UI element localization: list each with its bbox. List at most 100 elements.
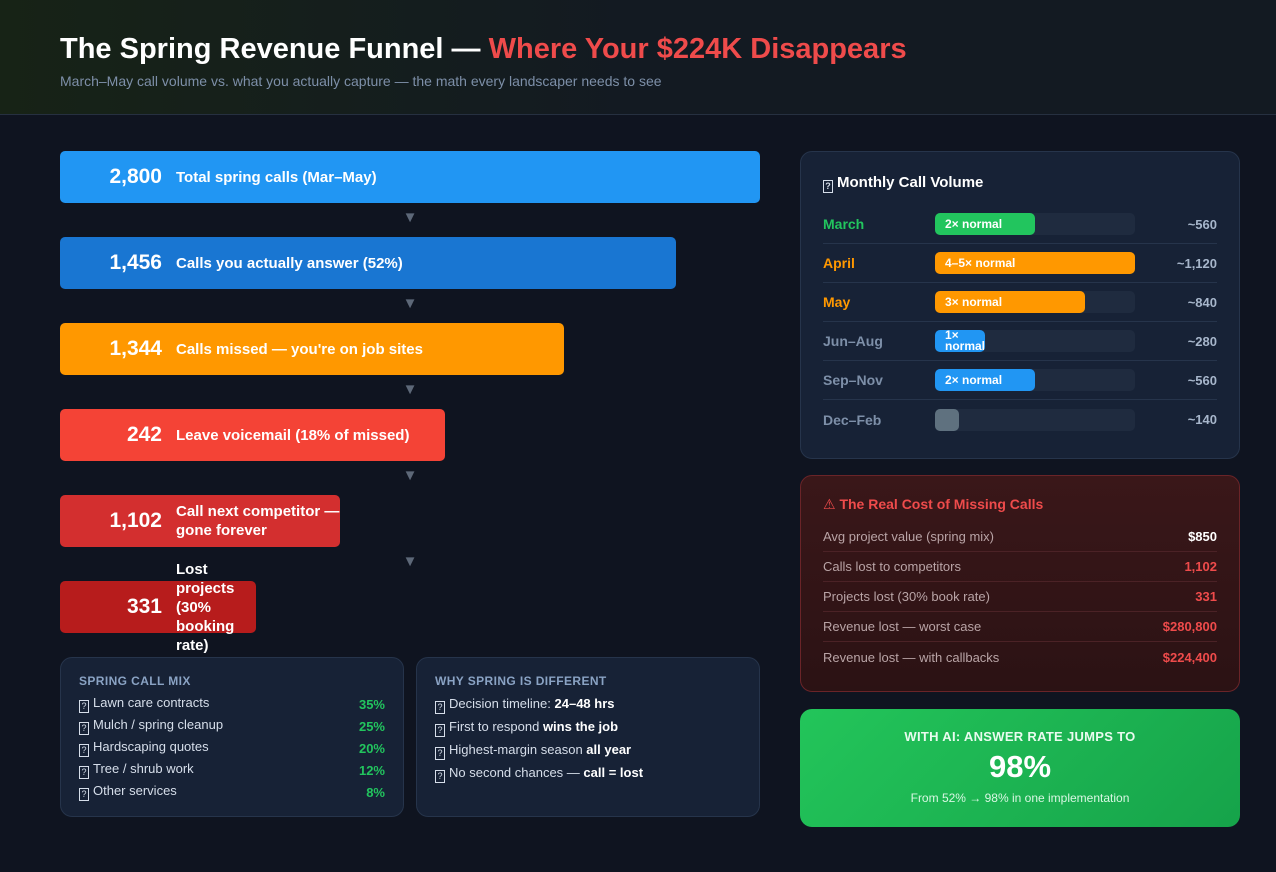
monthly-row: May 3× normal ~840	[823, 283, 1217, 322]
cost-label: Avg project value (spring mix)	[823, 529, 994, 544]
funnel-stage-label: Call next competitor — gone forever	[176, 503, 340, 539]
monthly-bar-track: 3× normal	[935, 291, 1135, 313]
monthly-value: ~1,120	[1176, 255, 1217, 271]
funnel-arrow-icon: ▼	[402, 209, 418, 226]
funnel-stage-value: 1,102	[109, 509, 162, 532]
funnel-stage-label: Calls missed — you're on job sites	[176, 340, 423, 358]
ai-answer-rate-card: WITH AI: ANSWER RATE JUMPS TO 98% From 5…	[800, 709, 1240, 827]
funnel-stage-label: Leave voicemail (18% of missed)	[176, 426, 410, 444]
cost-row: Revenue lost — worst case $280,800	[823, 612, 1217, 642]
monthly-bar-fill: 4–5× normal	[935, 252, 1135, 274]
spring-mix-label: Other services	[93, 783, 177, 798]
cost-value: $224,400	[1162, 649, 1217, 665]
cost-value: $850	[1188, 529, 1217, 544]
spring-call-mix-title: SPRING CALL MIX	[79, 674, 191, 688]
monthly-value: ~560	[1187, 372, 1217, 388]
why-spring-text: First to respond	[449, 718, 543, 734]
monthly-row: Sep–Nov 2× normal ~560	[823, 361, 1217, 400]
why-spring-bold: all year	[586, 741, 632, 757]
funnel-stage: 1,456 Calls you actually answer (52%)	[60, 237, 676, 289]
monthly-bar-track: 2× normal	[935, 369, 1135, 391]
spring-mix-pct: 20%	[358, 740, 385, 756]
funnel-stage: 1,344 Calls missed — you're on job sites	[60, 323, 564, 375]
title-accent: Where Your $224K Disappears	[488, 33, 907, 65]
spring-mix-label: Mulch / spring cleanup	[93, 717, 224, 732]
monthly-value: ~840	[1187, 294, 1217, 310]
cost-label: Projects lost (30% book rate)	[823, 589, 990, 604]
why-spring-panel: WHY SPRING IS DIFFERENT ? Decision timeli…	[416, 657, 760, 817]
monthly-bar-track: 2× normal	[935, 213, 1135, 235]
warning-icon: ⚠	[823, 496, 836, 512]
spring-mix-row: ? Other services 8%	[79, 781, 385, 803]
cost-label: Calls lost to competitors	[823, 559, 961, 574]
cost-row: Avg project value (spring mix) $850	[823, 522, 1217, 552]
monthly-period: Dec–Feb	[823, 411, 882, 428]
ai-value: 98%	[988, 749, 1052, 784]
spring-mix-row: ? Mulch / spring cleanup 25%	[79, 715, 385, 737]
ai-title: WITH AI: ANSWER RATE JUMPS TO	[904, 729, 1136, 744]
cost-value: $280,800	[1162, 619, 1217, 634]
monthly-bar-fill: 2× normal	[935, 213, 1035, 235]
service-icon: ?	[79, 744, 89, 757]
spring-mix-row: ? Lawn care contracts 35%	[79, 693, 385, 715]
why-spring-title: WHY SPRING IS DIFFERENT	[435, 674, 607, 688]
cost-value: 1,102	[1184, 559, 1217, 574]
funnel-stage-label: Total spring calls (Mar–May)	[176, 168, 377, 186]
why-spring-text: Highest-margin season	[449, 741, 587, 757]
funnel-stage-value: 331	[126, 595, 162, 618]
monthly-bar-fill: 2× normal	[935, 369, 1035, 391]
funnel-stage-label: Calls you actually answer (52%)	[176, 254, 403, 272]
why-spring-bold: 24–48 hrs	[554, 695, 615, 711]
monthly-bar-fill	[935, 408, 959, 431]
monthly-period: Sep–Nov	[823, 372, 883, 388]
cost-title: ⚠ The Real Cost of Missing Calls	[823, 496, 1044, 512]
funnel-stage-value: 1,456	[109, 251, 162, 274]
funnel-stage-value: 2,800	[109, 165, 162, 188]
funnel-stage-label: Lost projects (30% booking rate)	[176, 560, 235, 654]
spring-mix-pct: 12%	[358, 762, 385, 778]
spring-mix-label: Hardscaping quotes	[93, 739, 209, 754]
cost-value: 331	[1195, 589, 1217, 604]
spring-mix-pct: 35%	[358, 696, 385, 712]
cost-panel: ⚠ The Real Cost of Missing Calls Avg pro…	[800, 475, 1240, 692]
monthly-bar-fill: 3× normal	[935, 291, 1085, 313]
service-icon: ?	[79, 788, 89, 801]
cost-label: Revenue lost — worst case	[823, 619, 982, 634]
monthly-value: ~140	[1187, 412, 1217, 427]
header: The Spring Revenue Funnel — Where Your $…	[0, 0, 1276, 115]
monthly-value: ~560	[1187, 216, 1217, 232]
funnel-stage-value: 1,344	[109, 337, 162, 360]
spring-call-mix-panel: SPRING CALL MIX ? Lawn care contracts 35%?…	[60, 657, 404, 817]
monthly-row: March 2× normal ~560	[823, 205, 1217, 244]
why-spring-bold: call = lost	[583, 764, 644, 780]
why-spring-row: ? No second chances — call = lost	[435, 762, 741, 785]
monthly-period: April	[823, 255, 855, 271]
why-spring-row: ? Highest-margin season all year	[435, 739, 741, 762]
reason-icon: ?	[435, 769, 445, 783]
monthly-period: Jun–Aug	[823, 333, 883, 349]
why-spring-text: Decision timeline:	[449, 695, 555, 711]
service-icon: ?	[79, 700, 89, 713]
monthly-row: April 4–5× normal ~1,120	[823, 244, 1217, 283]
spring-mix-row: ? Hardscaping quotes 20%	[79, 737, 385, 759]
funnel-arrow-icon: ▼	[402, 553, 418, 570]
spring-mix-pct: 25%	[358, 718, 385, 734]
reason-icon: ?	[435, 746, 445, 760]
spring-mix-label: Tree / shrub work	[93, 761, 194, 776]
monthly-bar-track	[935, 408, 1135, 431]
funnel-stage-value: 242	[126, 423, 162, 446]
why-spring-row: ? Decision timeline: 24–48 hrs	[435, 693, 741, 716]
funnel-stage: 1,102 Call next competitor — gone forever	[60, 495, 340, 547]
funnel-arrow-icon: ▼	[402, 381, 418, 398]
cost-row: Calls lost to competitors 1,102	[823, 552, 1217, 582]
funnel-stage: 331 Lost projects (30% booking rate)	[60, 561, 256, 654]
monthly-row: Dec–Feb ~140	[823, 400, 1217, 439]
spring-mix-pct: 8%	[366, 784, 385, 800]
funnel-stage: 242 Leave voicemail (18% of missed)	[60, 409, 445, 461]
service-icon: ?	[79, 722, 89, 735]
monthly-bar-fill: 1× normal	[935, 330, 985, 352]
monthly-row: Jun–Aug 1× normal ~280	[823, 322, 1217, 361]
funnel-arrow-icon: ▼	[402, 467, 418, 484]
spring-mix-row: ? Tree / shrub work 12%	[79, 759, 385, 781]
monthly-period: May	[823, 294, 851, 310]
